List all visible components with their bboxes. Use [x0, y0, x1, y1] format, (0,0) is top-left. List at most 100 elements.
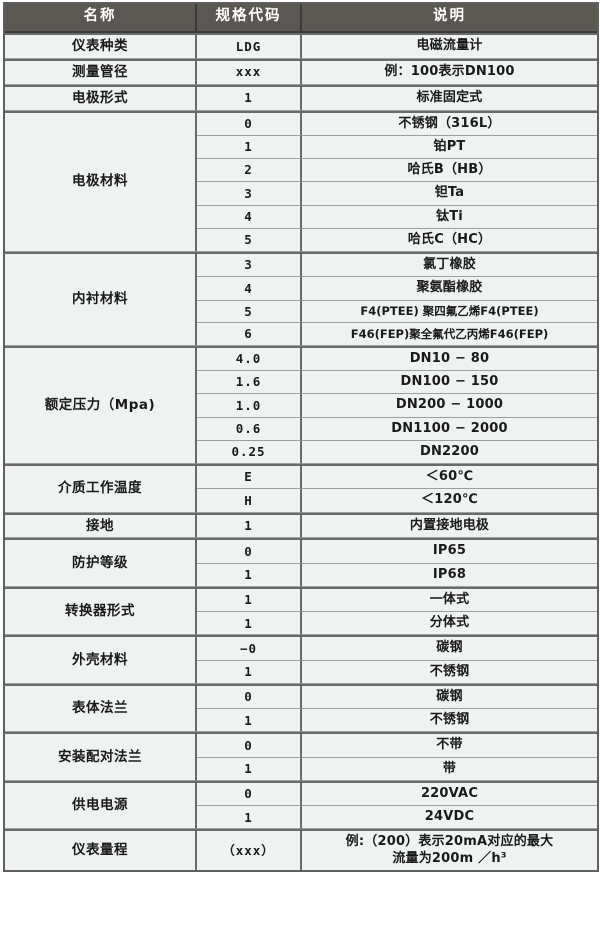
row-name-cell: 仪表种类 — [5, 32, 197, 59]
specification-table: 名称 规格代码 说明 仪表种类 LDG 电磁流量计 测量管径 xxx 例：100表示DN1… — [3, 2, 599, 872]
row-name-cell: 电极材料 — [5, 110, 197, 253]
spec-code-cell: 0 — [197, 732, 302, 758]
table-header: 名称 规格代码 说明 — [5, 4, 597, 33]
description-cell: IP65 — [302, 538, 597, 564]
table-row: 1 不锈钢 — [5, 660, 597, 684]
description-cell: 不带 — [302, 732, 597, 758]
spec-code-cell: 1 — [197, 806, 302, 830]
description-cell: DN1100 − 2000 — [302, 417, 597, 441]
description-cell: 一体式 — [302, 586, 597, 613]
description-cell: 例：100表示DN100 — [302, 58, 597, 85]
spec-code-cell: 0 — [197, 110, 302, 136]
description-cell: 钽Ta — [302, 182, 597, 206]
table-row: 介质工作温度 E ＜60℃ — [5, 464, 597, 513]
table-row: H ＜120℃ — [5, 489, 597, 513]
row-name-cell: 表体法兰 — [5, 683, 197, 733]
spec-code-cell: 1 — [197, 660, 302, 684]
description-cell: DN100 − 150 — [302, 371, 597, 395]
column-header-description: 说明 — [302, 4, 597, 33]
spec-code-cell: 1 — [197, 512, 302, 539]
spec-code-cell: 0 — [197, 780, 302, 807]
spec-code-cell: 3 — [197, 252, 302, 278]
table-row: 转换器形式 1 一体式 — [5, 586, 597, 636]
spec-code-cell: 2 — [197, 159, 302, 183]
row-name-cell: 仪表量程 — [5, 829, 197, 870]
table-row: 仪表种类 LDG 电磁流量计 — [5, 32, 597, 59]
table-row: 内衬材料 3 氯丁橡胶 — [5, 252, 597, 346]
description-cell: 哈氏B（HB） — [302, 159, 597, 183]
spec-code-cell: LDG — [197, 32, 302, 59]
table-row: 电极形式 1 标准固定式 — [5, 84, 597, 111]
row-name-cell: 转换器形式 — [5, 586, 197, 636]
description-cell: DN2200 — [302, 440, 597, 465]
table-row: 测量管径 xxx 例：100表示DN100 — [5, 58, 597, 85]
table-row: 4 聚氨酯橡胶 — [5, 277, 597, 301]
table-row: 防护等级 0 IP65 — [5, 538, 597, 587]
row-name-cell: 安装配对法兰 — [5, 732, 197, 781]
row-name-cell: 防护等级 — [5, 538, 197, 587]
row-name-cell: 内衬材料 — [5, 252, 197, 346]
description-cell: 碳钢 — [302, 635, 597, 661]
row-name-cell: 额定压力（Mpa) — [5, 345, 197, 465]
description-cell: 聚氨酯橡胶 — [302, 277, 597, 301]
description-cell: 分体式 — [302, 612, 597, 636]
table-row: 5 哈氏C（HC） — [5, 228, 597, 253]
spec-table-container: 名称 规格代码 说明 仪表种类 LDG 电磁流量计 测量管径 xxx 例：100表示DN1… — [3, 2, 599, 872]
description-cell: 内置接地电极 — [302, 512, 597, 539]
table-row: 安装配对法兰 0 不带 — [5, 732, 597, 781]
description-cell: 不锈钢 — [302, 709, 597, 733]
table-row: 外壳材料 −0 碳钢 — [5, 635, 597, 684]
table-row: 2 哈氏B（HB） — [5, 159, 597, 183]
row-name-cell: 外壳材料 — [5, 635, 197, 684]
table-row: 1.0 DN200 − 1000 — [5, 394, 597, 418]
description-cell: 电磁流量计 — [302, 32, 597, 59]
table-row: 额定压力（Mpa) 4.0 DN10 − 80 — [5, 345, 597, 465]
spec-code-cell: 4 — [197, 277, 302, 301]
spec-code-cell: 4.0 — [197, 345, 302, 372]
spec-code-cell: 3 — [197, 182, 302, 206]
spec-code-cell: 1 — [197, 757, 302, 781]
description-cell: F46(FEP)聚全氟代乙丙烯F46(FEP) — [302, 323, 597, 346]
description-line-1: 例:（200）表示20mA对应的最大 — [345, 834, 554, 850]
header-row: 名称 规格代码 说明 — [5, 4, 597, 33]
spec-code-cell: 5 — [197, 228, 302, 253]
description-cell: 例:（200）表示20mA对应的最大 流量为200m ／h³ — [302, 829, 597, 870]
table-row: 仪表量程 （xxx） 例:（200）表示20mA对应的最大 流量为200m ／h³ — [5, 829, 597, 870]
table-row: 4 钛Ti — [5, 205, 597, 229]
spec-code-cell: 4 — [197, 205, 302, 229]
description-cell: 不锈钢（316L） — [302, 110, 597, 136]
spec-code-cell: 1.0 — [197, 394, 302, 418]
table-row: 3 钽Ta — [5, 182, 597, 206]
spec-code-cell: H — [197, 489, 302, 513]
description-cell: DN200 − 1000 — [302, 394, 597, 418]
description-cell: 铂PT — [302, 135, 597, 160]
table-row: 6 F46(FEP)聚全氟代乙丙烯F46(FEP) — [5, 323, 597, 346]
description-cell: DN10 − 80 — [302, 345, 597, 372]
spec-code-cell: （xxx） — [197, 829, 302, 870]
spec-code-cell: 1.6 — [197, 371, 302, 395]
table-row: 接地 1 内置接地电极 — [5, 512, 597, 539]
description-cell: 不锈钢 — [302, 660, 597, 684]
description-cell: F4(PTEE) 聚四氟乙烯F4(PTEE) — [302, 300, 597, 324]
row-name-cell: 接地 — [5, 512, 197, 539]
description-cell: IP68 — [302, 563, 597, 587]
description-cell: 哈氏C（HC） — [302, 228, 597, 253]
table-row: 0.25 DN2200 — [5, 440, 597, 465]
table-row: 供电电源 0 220VAC — [5, 780, 597, 830]
table-row: 0.6 DN1100 − 2000 — [5, 417, 597, 441]
table-row: 1 IP68 — [5, 563, 597, 587]
spec-code-cell: 1 — [197, 612, 302, 636]
table-row: 1 24VDC — [5, 806, 597, 830]
spec-code-cell: 1 — [197, 84, 302, 111]
description-cell: 带 — [302, 757, 597, 781]
description-cell: 碳钢 — [302, 683, 597, 710]
table-row: 1.6 DN100 − 150 — [5, 371, 597, 395]
spec-code-cell: 0 — [197, 683, 302, 710]
description-cell: 氯丁橡胶 — [302, 252, 597, 278]
description-cell: ＜120℃ — [302, 489, 597, 513]
spec-code-cell: −0 — [197, 635, 302, 661]
description-line-2: 流量为200m ／h³ — [392, 850, 507, 866]
spec-code-cell: 1 — [197, 709, 302, 733]
row-name-cell: 供电电源 — [5, 780, 197, 830]
